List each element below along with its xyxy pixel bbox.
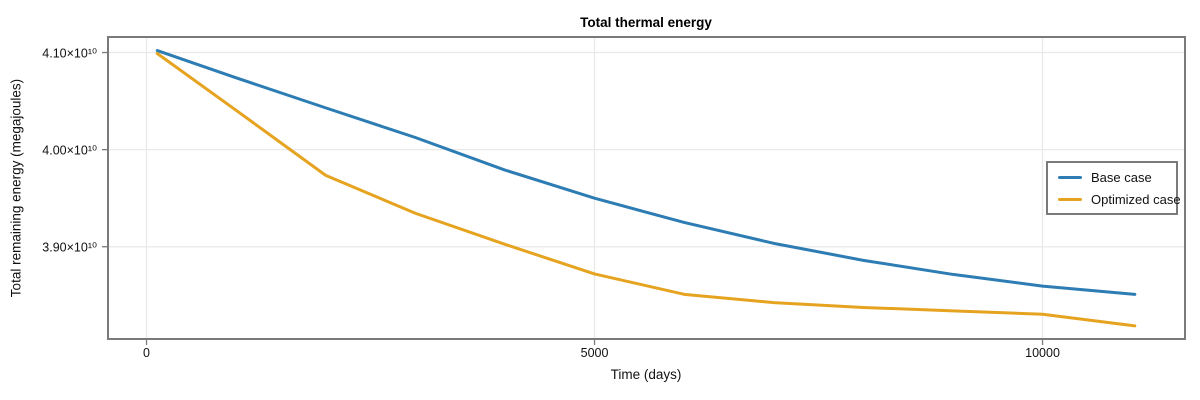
series-line-1	[155, 52, 1137, 328]
y-tick-label: 3.90×10¹⁰	[42, 240, 97, 255]
legend-line-sample-base-case	[1058, 175, 1082, 179]
series-line-0	[155, 49, 1137, 296]
x-tick-label: 0	[143, 346, 150, 360]
legend-item-base-case: Base case	[1058, 170, 1166, 185]
x-tick-label: 10000	[1025, 346, 1060, 360]
legend-label-base-case: Base case	[1091, 169, 1152, 185]
legend-line-sample-optimized-case	[1058, 197, 1082, 201]
chart-title: Total thermal energy	[580, 15, 712, 30]
y-axis-label: Total remaining energy (megajoules)	[8, 78, 24, 298]
y-tick-label: 4.10×10¹⁰	[42, 46, 97, 61]
legend-item-optimized-case: Optimized case	[1058, 192, 1181, 207]
y-tick-label: 4.00×10¹⁰	[42, 143, 97, 158]
x-tick-label: 5000	[580, 346, 609, 360]
legend: Base case Optimized case	[1046, 161, 1181, 215]
legend-label-optimized-case: Optimized case	[1091, 191, 1181, 207]
x-axis-label: Time (days)	[610, 367, 682, 382]
plot-border	[107, 36, 1186, 340]
